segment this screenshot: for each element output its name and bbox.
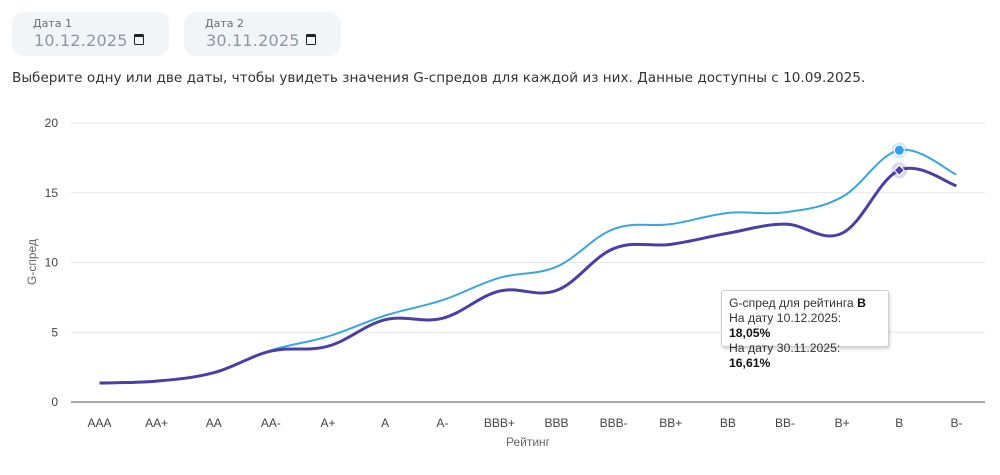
y-tick-label: 5 xyxy=(51,325,58,339)
x-tick-label: AA xyxy=(206,416,222,430)
x-tick-label: BBB xyxy=(545,416,569,430)
date-1-label: Дата 1 xyxy=(33,17,72,30)
date-2-label: Дата 2 xyxy=(205,17,244,30)
series-line-date-2[interactable] xyxy=(99,166,957,385)
y-axis-title: G-спред xyxy=(25,239,39,285)
y-tick-label: 0 xyxy=(51,395,58,409)
calendar-icon[interactable] xyxy=(134,34,144,45)
x-tick-label: BB- xyxy=(775,416,795,430)
date-1-input[interactable]: Дата 1 10.12.2025 xyxy=(12,12,169,56)
y-tick-label: 15 xyxy=(45,186,59,200)
date-2-value[interactable]: 30.11.2025 xyxy=(206,31,300,50)
hint-text: Выберите одну или две даты, чтобы увидет… xyxy=(12,70,866,86)
x-tick-label: B- xyxy=(950,416,962,430)
date-1-value[interactable]: 10.12.2025 xyxy=(34,31,128,50)
marker-date-1[interactable] xyxy=(893,144,905,156)
x-tick-label: AA+ xyxy=(145,416,168,430)
y-axis-ticks: 0 5 10 15 20 xyxy=(45,116,59,409)
x-tick-label: BB xyxy=(720,416,736,430)
highlight-markers xyxy=(891,142,908,179)
x-axis-ticks: AAA AA+ AA AA- A+ A A- BBB+ BBB BBB- BB+ BB BB- B+ B B- xyxy=(88,416,963,430)
tooltip-line-2: На дату 30.11.2025: 16,61% xyxy=(729,341,841,370)
x-tick-label: A xyxy=(381,416,389,430)
x-tick-label: AA- xyxy=(261,416,281,430)
marker-date-2[interactable] xyxy=(893,164,906,176)
tooltip-line-1: На дату 10.12.2025: 18,05% xyxy=(729,311,842,340)
x-axis-title: Рейтинг xyxy=(506,435,551,449)
x-tick-label: A- xyxy=(436,416,448,430)
date-2-input[interactable]: Дата 2 30.11.2025 xyxy=(184,12,341,56)
x-tick-label: BBB+ xyxy=(484,416,515,430)
x-tick-label: A+ xyxy=(321,416,336,430)
calendar-icon[interactable] xyxy=(306,34,316,45)
x-tick-label: BB+ xyxy=(659,416,682,430)
y-tick-label: 10 xyxy=(45,256,59,270)
chart-tooltip: G-спред для рейтинга B На дату 10.12.202… xyxy=(721,290,889,370)
y-tick-label: 20 xyxy=(45,116,59,130)
x-tick-label: B+ xyxy=(835,416,850,430)
x-tick-label: AAA xyxy=(88,416,112,430)
x-tick-label: BBB- xyxy=(600,416,628,430)
x-tick-label: B xyxy=(895,416,903,430)
tooltip-title: G-спред для рейтинга B xyxy=(729,296,866,310)
